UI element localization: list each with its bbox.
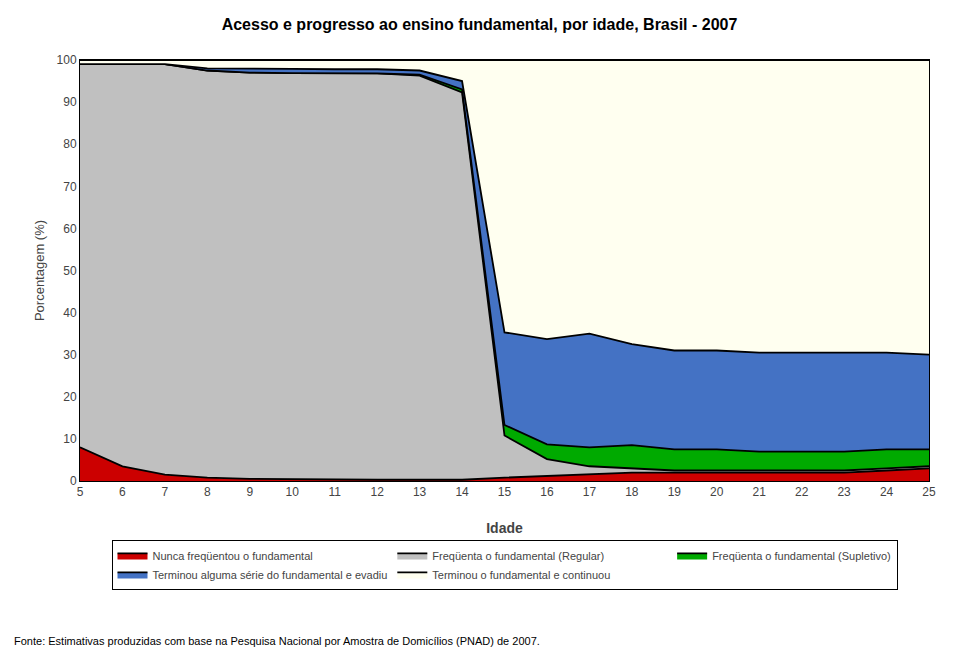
svg-text:Freqüenta o fundamental (Suple: Freqüenta o fundamental (Supletivo) [712, 550, 891, 562]
svg-text:Fonte: Estimativas produzidas: Fonte: Estimativas produzidas com base n… [14, 635, 540, 647]
svg-text:Terminou alguma série do funda: Terminou alguma série do fundamental e e… [153, 569, 388, 581]
svg-text:22: 22 [795, 485, 809, 499]
svg-text:17: 17 [583, 485, 597, 499]
svg-text:Terminou o fundamental e conti: Terminou o fundamental e continuou [432, 569, 610, 581]
svg-text:10: 10 [286, 485, 300, 499]
svg-text:19: 19 [668, 485, 682, 499]
svg-text:Nunca freqüentou o fundamental: Nunca freqüentou o fundamental [153, 550, 313, 562]
svg-text:100: 100 [57, 53, 77, 67]
svg-text:23: 23 [837, 485, 851, 499]
svg-text:5: 5 [77, 485, 84, 499]
svg-text:30: 30 [63, 348, 77, 362]
svg-text:70: 70 [63, 180, 77, 194]
svg-text:20: 20 [63, 390, 77, 404]
svg-text:25: 25 [922, 485, 936, 499]
svg-text:40: 40 [63, 306, 77, 320]
svg-text:16: 16 [540, 485, 554, 499]
svg-text:11: 11 [328, 485, 341, 499]
svg-text:60: 60 [63, 222, 77, 236]
svg-text:12: 12 [370, 485, 384, 499]
svg-text:Porcentagem (%): Porcentagem (%) [32, 220, 47, 321]
svg-text:80: 80 [63, 137, 77, 151]
svg-text:14: 14 [455, 485, 469, 499]
svg-text:24: 24 [880, 485, 894, 499]
svg-text:8: 8 [204, 485, 211, 499]
svg-text:15: 15 [498, 485, 512, 499]
svg-text:20: 20 [710, 485, 724, 499]
svg-text:Acesso e progresso ao ensino f: Acesso e progresso ao ensino fundamental… [222, 16, 738, 33]
svg-text:90: 90 [63, 95, 77, 109]
svg-text:6: 6 [119, 485, 126, 499]
svg-text:7: 7 [162, 485, 169, 499]
svg-text:Freqüenta o fundamental (Regul: Freqüenta o fundamental (Regular) [432, 550, 604, 562]
svg-text:Idade: Idade [486, 520, 523, 536]
svg-text:21: 21 [753, 485, 767, 499]
svg-text:10: 10 [63, 432, 77, 446]
svg-text:9: 9 [246, 485, 253, 499]
svg-text:13: 13 [413, 485, 427, 499]
svg-text:18: 18 [625, 485, 639, 499]
svg-text:50: 50 [63, 264, 77, 278]
svg-text:0: 0 [70, 474, 77, 488]
